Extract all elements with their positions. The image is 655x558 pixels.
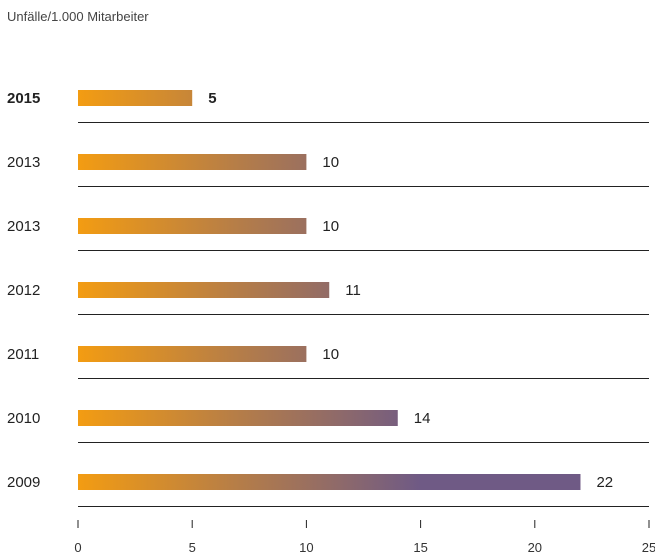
value-label: 14 bbox=[414, 410, 431, 427]
x-tick-label: 15 bbox=[413, 540, 427, 555]
x-tick-label: 5 bbox=[189, 540, 196, 555]
category-label: 2012 bbox=[7, 282, 40, 299]
value-label: 10 bbox=[322, 346, 339, 363]
category-label: 2011 bbox=[7, 346, 39, 363]
x-axis: 0 5 10 15 20 25 bbox=[74, 520, 655, 555]
category-label: 2015 bbox=[7, 90, 40, 107]
bar-row: 2013 10 bbox=[7, 154, 649, 187]
bar bbox=[78, 218, 307, 234]
category-label: 2009 bbox=[7, 474, 40, 491]
bar-row: 2011 10 bbox=[7, 346, 649, 379]
bar-row: 2012 11 bbox=[7, 282, 649, 315]
value-label: 10 bbox=[322, 218, 339, 235]
x-tick-label: 20 bbox=[528, 540, 542, 555]
bar bbox=[78, 90, 193, 106]
x-tick-label: 0 bbox=[74, 540, 81, 555]
bar-row: 2009 22 bbox=[7, 474, 649, 507]
x-tick-label: 25 bbox=[642, 540, 655, 555]
bar bbox=[78, 154, 307, 170]
value-label: 22 bbox=[596, 474, 613, 491]
bar-row: 2015 5 bbox=[7, 90, 649, 123]
bar bbox=[78, 410, 398, 426]
category-label: 2013 bbox=[7, 218, 40, 235]
bar-row: 2013 10 bbox=[7, 218, 649, 251]
x-tick-label: 10 bbox=[299, 540, 313, 555]
category-label: 2010 bbox=[7, 410, 40, 427]
bar bbox=[78, 474, 581, 490]
bar bbox=[78, 346, 307, 362]
bar bbox=[78, 282, 330, 298]
bar-row: 2010 14 bbox=[7, 410, 649, 443]
value-label: 5 bbox=[208, 90, 216, 107]
value-label: 10 bbox=[322, 154, 339, 171]
category-label: 2013 bbox=[7, 154, 40, 171]
chart-subtitle: Unfälle/1.000 Mitarbeiter bbox=[7, 9, 149, 24]
value-label: 11 bbox=[345, 282, 361, 299]
